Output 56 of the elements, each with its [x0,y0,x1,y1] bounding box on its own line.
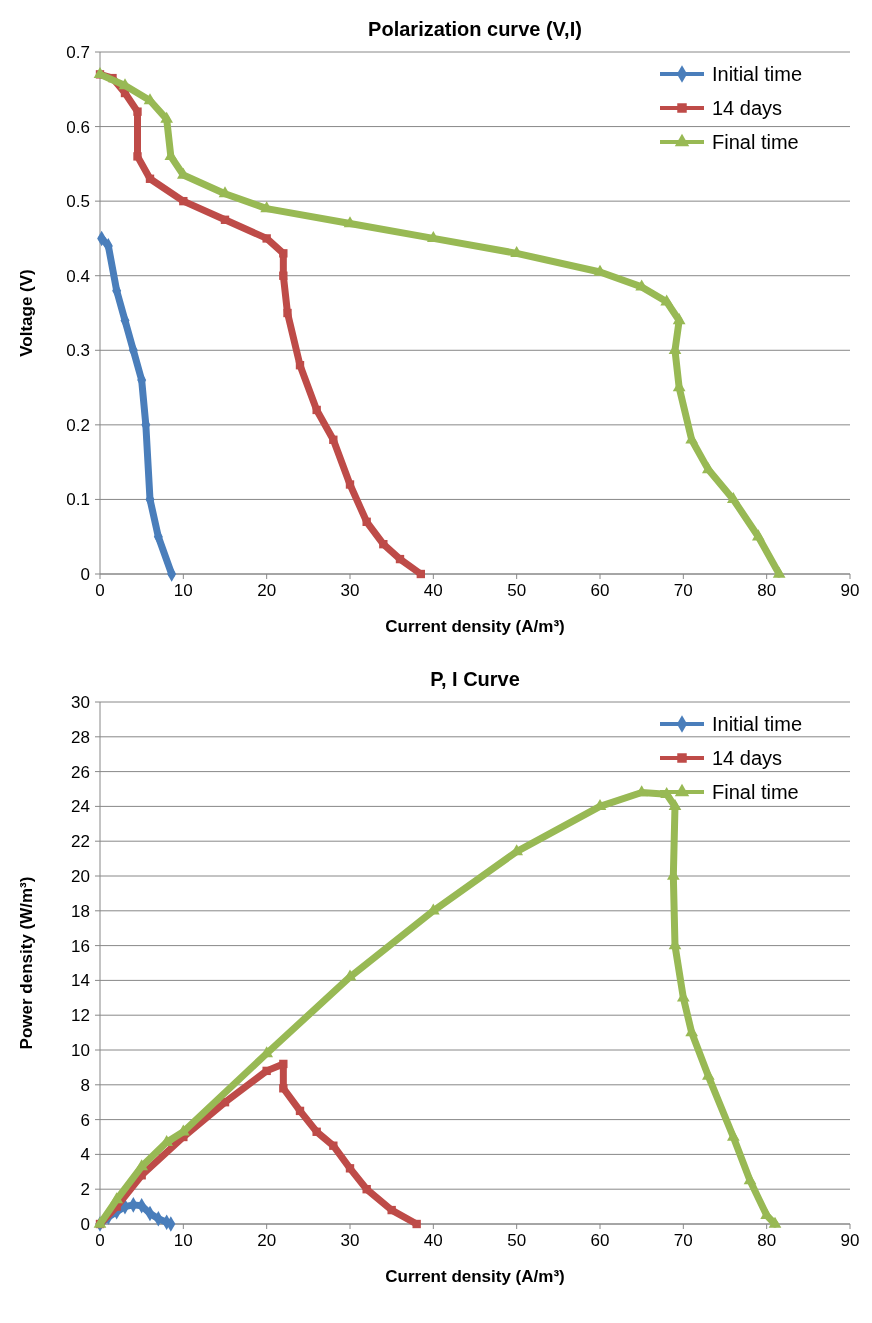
chart-title: P, I Curve [430,668,520,690]
x-tick-label: 10 [173,1231,193,1250]
x-tick-label: 40 [423,1231,443,1250]
y-tick-label: 28 [71,727,90,747]
y-tick-label: 0 [80,1215,90,1234]
x-tick-label: 20 [257,581,277,600]
y-axis-title: Power density (W/m³) [17,876,36,1050]
x-tick-label: 40 [423,581,443,600]
x-tick-label: 90 [840,581,860,600]
y-tick-label: 8 [80,1075,90,1095]
x-axis-title: Current density (A/m³) [385,1267,565,1286]
legend-label: 14 days [712,747,783,769]
x-tick-label: 80 [757,581,777,600]
x-tick-label: 90 [840,1231,860,1250]
x-tick-label: 70 [673,581,693,600]
chart-title: Polarization curve (V,I) [368,18,582,40]
y-tick-label: 6 [80,1110,90,1130]
x-tick-label: 0 [95,1231,105,1250]
y-tick-label: 0.3 [66,341,90,361]
x-axis-title: Current density (A/m³) [385,617,565,636]
y-tick-label: 10 [71,1041,90,1060]
y-tick-label: 0.6 [66,117,90,137]
y-tick-label: 4 [80,1145,90,1165]
y-tick-label: 18 [71,901,90,921]
legend-label: Initial time [712,713,803,735]
legend-label: Final time [712,131,799,153]
x-tick-label: 10 [173,581,193,600]
x-tick-label: 0 [95,581,105,600]
legend-label: Final time [712,781,799,803]
y-tick-label: 12 [71,1006,90,1026]
y-tick-label: 16 [71,936,90,956]
y-tick-label: 0.5 [66,192,90,212]
x-tick-label: 50 [507,581,527,600]
y-tick-label: 0.1 [66,490,90,510]
y-tick-label: 24 [71,797,90,817]
y-tick-label: 0 [80,565,90,584]
y-tick-label: 30 [71,693,90,712]
x-tick-label: 30 [340,581,360,600]
x-tick-label: 30 [340,1231,360,1250]
y-tick-label: 26 [71,762,90,782]
y-tick-label: 22 [71,832,90,852]
x-tick-label: 60 [590,1231,610,1250]
x-tick-label: 60 [590,581,610,600]
y-tick-label: 20 [71,867,90,886]
x-tick-label: 20 [257,1231,277,1250]
x-tick-label: 70 [673,1231,693,1250]
y-axis-title: Voltage (V) [17,269,36,357]
x-tick-label: 80 [757,1231,777,1250]
legend-label: Initial time [712,63,803,85]
y-tick-label: 2 [80,1180,90,1200]
y-tick-label: 0.7 [66,43,90,62]
y-tick-label: 14 [71,971,90,991]
y-tick-label: 0.2 [66,415,90,435]
legend-label: 14 days [712,97,783,119]
x-tick-label: 50 [507,1231,527,1250]
y-tick-label: 0.4 [66,266,90,286]
